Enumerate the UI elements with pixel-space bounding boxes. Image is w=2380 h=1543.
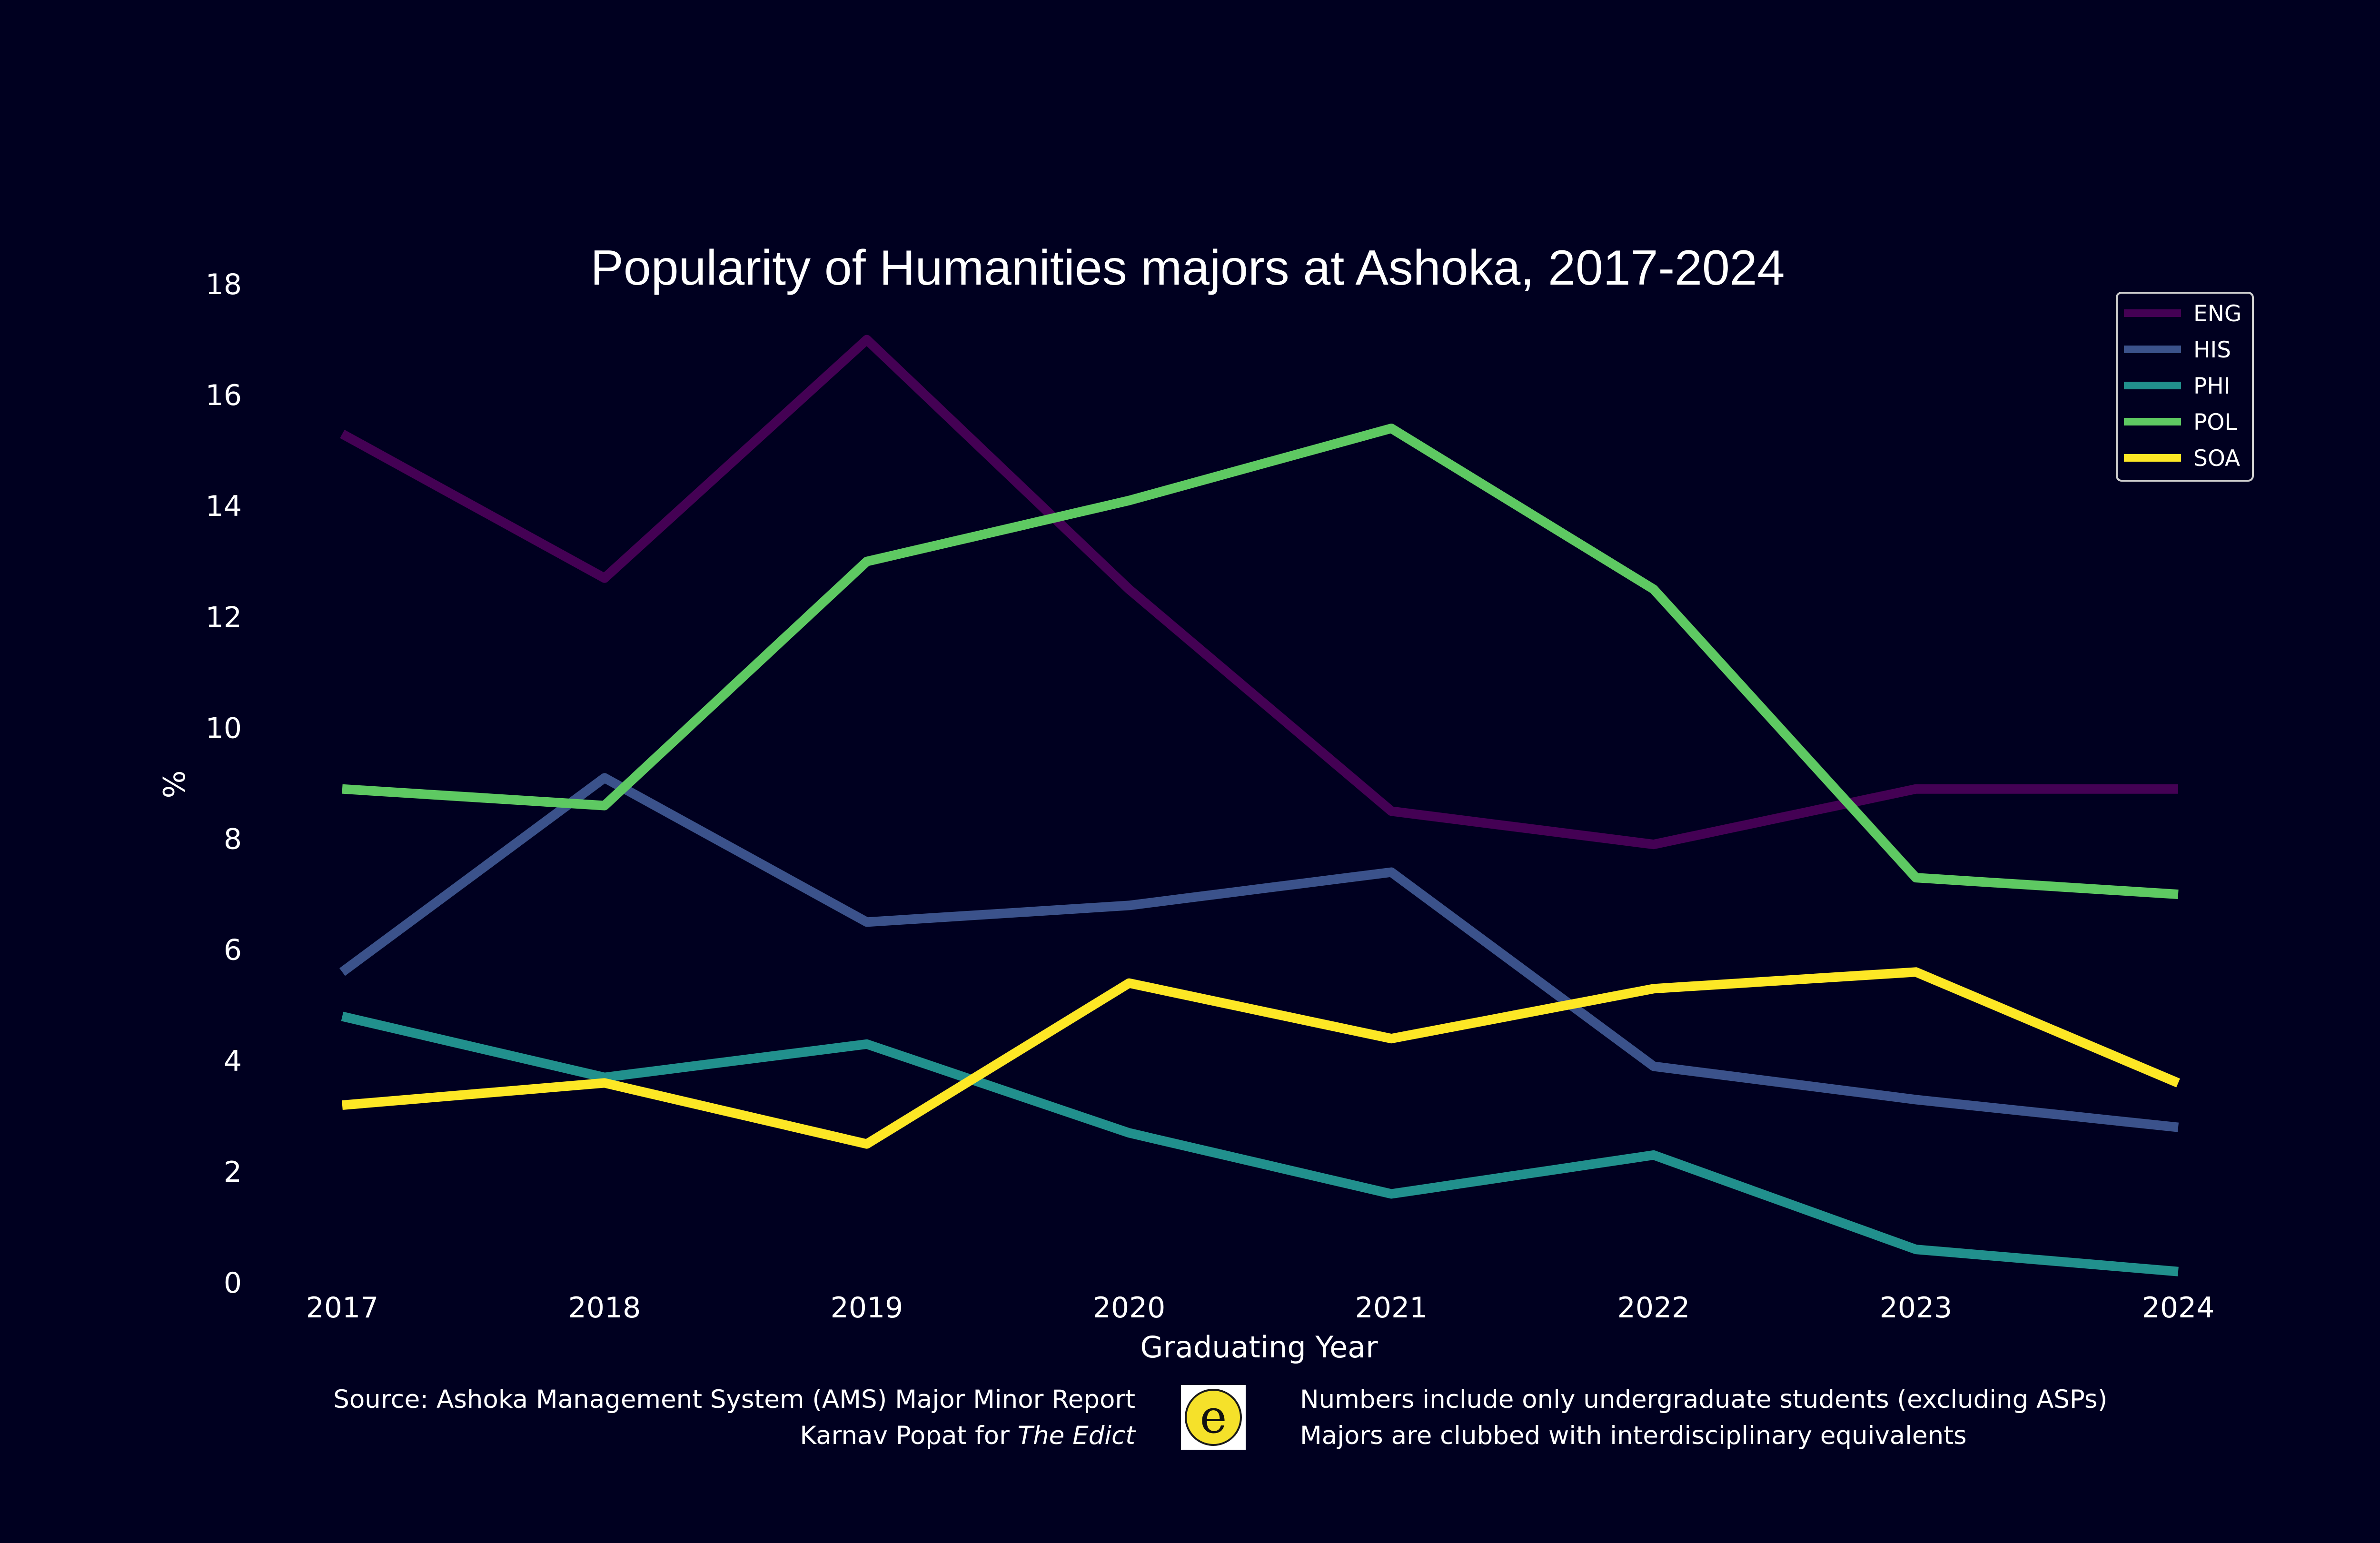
legend-label-eng: ENG [2193, 301, 2241, 327]
y-tick-label: 4 [224, 1045, 242, 1078]
x-axis-label: Graduating Year [1140, 1330, 1378, 1365]
y-tick-label: 14 [206, 490, 242, 523]
chart-title: Popularity of Humanities majors at Ashok… [591, 240, 1785, 296]
author-prefix: Karnav Popat for [800, 1421, 1017, 1450]
y-tick-label: 6 [224, 934, 242, 967]
logo-circle [1185, 1389, 1242, 1446]
legend-label-soa: SOA [2193, 445, 2240, 472]
source-text: Source: Ashoka Management System (AMS) M… [333, 1385, 1135, 1414]
series-line-soa [342, 967, 2180, 1149]
x-tick-label: 2017 [306, 1291, 379, 1325]
y-tick-label: 16 [206, 379, 242, 412]
y-axis-label: % [157, 771, 192, 799]
y-tick-label: 10 [206, 712, 242, 745]
legend-label-pol: POL [2193, 409, 2237, 435]
footer: Source: Ashoka Management System (AMS) M… [333, 1385, 2107, 1450]
edict-logo: e [1181, 1385, 1246, 1450]
series-line-pol [342, 424, 2179, 900]
note-interdisciplinary: Majors are clubbed with interdisciplinar… [1300, 1421, 1967, 1450]
legend-label-his: HIS [2193, 337, 2231, 363]
series-line-phi [341, 1011, 2179, 1276]
y-tick-label: 0 [224, 1266, 242, 1300]
note-undergraduate: Numbers include only undergraduate stude… [1300, 1385, 2107, 1414]
legend-frame [2116, 292, 2254, 482]
publication-name: The Edict [1018, 1421, 1136, 1450]
x-tick-label: 2022 [1617, 1291, 1690, 1325]
x-tick-label: 2021 [1355, 1291, 1428, 1325]
y-tick-label: 12 [206, 601, 242, 634]
y-tick-label: 8 [224, 823, 242, 856]
series-line-his [339, 773, 2179, 1132]
legend-label-phi: PHI [2193, 373, 2231, 399]
x-tick-label: 2024 [2142, 1291, 2215, 1325]
x-tick-label: 2020 [1093, 1291, 1166, 1325]
series-lines [339, 335, 2180, 1276]
series-line-eng [340, 335, 2178, 850]
logo-letter: e [1200, 1390, 1227, 1444]
author-credit: Karnav Popat for The Edict [800, 1421, 1136, 1450]
y-tick-label: 2 [224, 1156, 242, 1189]
y-tick-labels: 0 2 4 6 8 10 12 14 16 18 [206, 268, 242, 1300]
legend: ENG HIS PHI POL SOA [2116, 292, 2254, 482]
x-tick-label: 2023 [1880, 1291, 1953, 1325]
y-tick-label: 18 [206, 268, 242, 301]
x-tick-label: 2018 [568, 1291, 641, 1325]
x-tick-labels: 2017 2018 2019 2020 2021 2022 2023 2024 [306, 1291, 2215, 1325]
x-tick-label: 2019 [831, 1291, 903, 1325]
